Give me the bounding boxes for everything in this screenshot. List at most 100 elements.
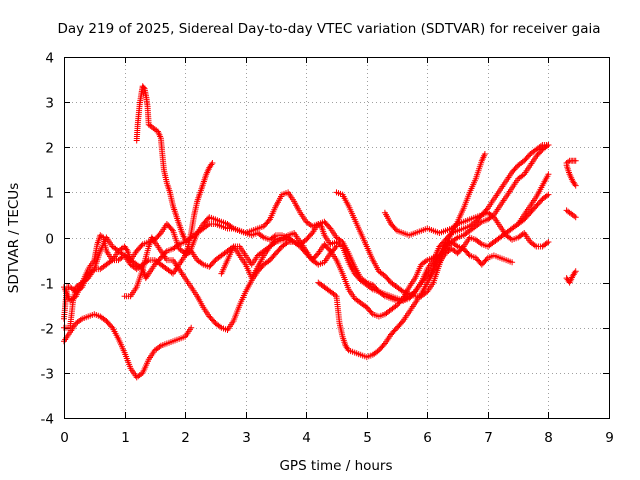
data-point <box>212 253 223 264</box>
data-point <box>248 265 260 282</box>
data-point <box>406 290 417 299</box>
data-point <box>412 293 423 300</box>
data-point <box>375 312 386 320</box>
data-point <box>424 265 436 279</box>
data-point <box>563 275 572 285</box>
data-point <box>369 257 381 273</box>
data-point <box>357 230 369 248</box>
data-point <box>497 223 508 237</box>
data-point <box>333 257 345 275</box>
x-tick-label: 0 <box>60 430 69 446</box>
data-point <box>157 135 165 153</box>
data-point <box>490 214 502 228</box>
data-point <box>400 230 411 238</box>
data-point <box>490 252 501 261</box>
y-tick-labels: -4 -3 -2 -1 0 1 2 3 4 <box>41 51 54 428</box>
data-point <box>533 184 545 200</box>
data-point <box>545 142 552 148</box>
data-point <box>503 232 514 242</box>
x-tick-label: 5 <box>363 430 372 446</box>
data-point <box>206 214 217 222</box>
data-point <box>388 279 399 289</box>
data-point <box>160 166 170 185</box>
data-point <box>351 349 362 358</box>
data-point <box>521 152 533 164</box>
data-point <box>424 281 436 295</box>
data-point <box>176 334 187 342</box>
data-point <box>406 301 417 315</box>
data-point <box>73 316 84 327</box>
data-point <box>466 214 477 223</box>
data-point <box>327 239 338 248</box>
data-point <box>200 261 211 270</box>
data-point <box>236 227 247 236</box>
data-point <box>521 204 533 218</box>
data-point <box>197 182 206 196</box>
series-track-5 <box>121 234 340 333</box>
data-point <box>497 195 508 209</box>
x-tick-label: 7 <box>484 430 493 446</box>
data-point <box>460 217 471 225</box>
data-point <box>442 226 453 234</box>
data-point <box>388 303 399 313</box>
data-point <box>194 293 206 309</box>
data-point <box>64 284 72 291</box>
data-point <box>179 230 188 242</box>
data-point <box>266 238 278 250</box>
data-point <box>151 256 163 268</box>
data-point <box>97 232 105 240</box>
data-point <box>242 228 253 236</box>
data-point <box>363 304 375 316</box>
data-point <box>527 204 539 216</box>
data-point <box>497 254 507 263</box>
data-point <box>454 233 465 241</box>
data-point <box>484 240 496 250</box>
data-point <box>503 257 514 265</box>
data-point <box>484 209 496 220</box>
data-point <box>309 221 320 230</box>
data-point <box>188 284 199 298</box>
data-point <box>139 83 147 91</box>
data-point <box>139 358 151 376</box>
y-tick-label: 0 <box>45 232 54 248</box>
data-point <box>61 286 70 322</box>
data-point <box>521 211 533 223</box>
data-point <box>85 312 96 320</box>
y-tick-label: -4 <box>41 412 54 428</box>
data-point <box>339 239 351 255</box>
data-point <box>170 336 180 345</box>
data-point <box>460 228 472 239</box>
data-point <box>521 230 533 244</box>
data-point <box>260 245 272 259</box>
series-track-8 <box>333 151 488 300</box>
data-point <box>572 182 579 189</box>
data-point <box>412 228 423 236</box>
data-point <box>176 221 185 235</box>
series-track-2 <box>61 311 195 381</box>
data-point <box>272 193 284 209</box>
data-point <box>418 289 429 300</box>
data-point <box>236 252 248 266</box>
data-point <box>134 103 143 126</box>
data-point <box>563 207 572 215</box>
series-spike-1 <box>133 83 189 243</box>
data-point <box>159 148 167 171</box>
data-point <box>121 293 132 300</box>
data-point <box>454 226 465 234</box>
data-point <box>133 242 145 254</box>
data-point <box>321 218 333 231</box>
data-point <box>121 252 133 266</box>
data-point <box>94 234 103 248</box>
data-point <box>260 234 271 242</box>
data-point <box>484 253 495 261</box>
data-point <box>539 240 550 250</box>
data-point <box>515 213 526 227</box>
data-point <box>182 236 189 243</box>
data-point <box>303 231 315 243</box>
data-point <box>279 240 290 250</box>
data-point <box>327 288 338 298</box>
data-point <box>230 304 242 324</box>
data-point <box>412 281 424 295</box>
data-point <box>115 336 127 354</box>
series-track-7 <box>315 191 552 361</box>
